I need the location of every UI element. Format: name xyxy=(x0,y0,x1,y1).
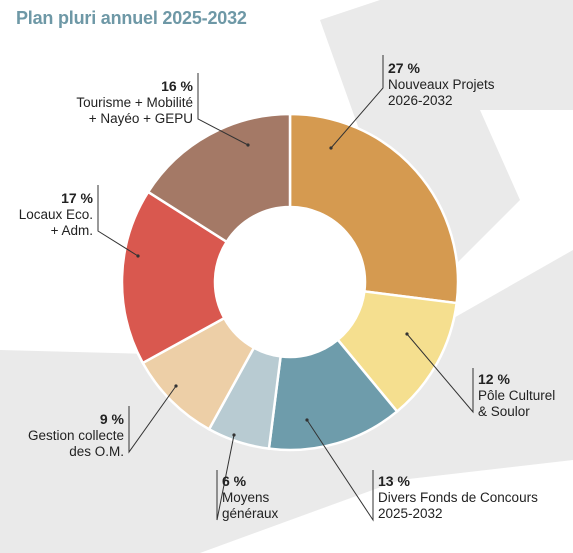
slice-label-tourisme-mobilite: 16 % Tourisme + Mobilité + Nayéo + GEPU xyxy=(76,78,193,126)
slice-label-line: Locaux Eco. xyxy=(19,207,93,222)
slice-percent: 12 % xyxy=(478,371,510,387)
slice-label-line: Pôle Culturel xyxy=(478,388,555,403)
slice-label-line: 2025-2032 xyxy=(378,506,443,521)
slice-label-line: Nouveaux Projets xyxy=(388,77,495,92)
slice-percent: 16 % xyxy=(161,78,193,94)
slice-label-line: & Soulor xyxy=(478,404,530,419)
slice-label-line: des O.M. xyxy=(69,444,124,459)
slice-label-line: Divers Fonds de Concours xyxy=(378,490,538,505)
slice-percent: 9 % xyxy=(100,411,125,427)
slice-label-moyens: 6 % Moyens généraux xyxy=(222,473,279,521)
leader-line-locaux-eco xyxy=(97,185,139,257)
slice-locaux-eco xyxy=(120,190,229,365)
slice-nouveaux-projets xyxy=(288,112,460,305)
slice-label-line: Gestion collecte xyxy=(28,428,124,443)
leader-line-moyens xyxy=(216,434,235,521)
slice-labels: 27 % Nouveaux Projets 2026-2032 12 % Pôle Cu… xyxy=(19,60,556,521)
leader-line-divers-fonds-de-concours xyxy=(306,419,374,522)
slice-label-line: + Nayéo + GEPU xyxy=(89,111,193,126)
leader-lines xyxy=(97,55,474,522)
leader-dot xyxy=(405,332,409,336)
leader-line-pole-culturel xyxy=(406,333,474,414)
leader-line-gestion-collecte xyxy=(128,385,177,454)
leader-dot xyxy=(136,254,140,258)
donut-slices xyxy=(120,112,460,452)
slice-label-line: 2026-2032 xyxy=(388,93,453,108)
slice-label-divers-fonds-de-concours: 13 % Divers Fonds de Concours 2025-2032 xyxy=(378,473,538,521)
slice-label-line: Moyens xyxy=(222,490,270,505)
page-title: Plan pluri annuel 2025-2032 xyxy=(16,8,247,28)
slice-label-nouveaux-projets: 27 % Nouveaux Projets 2026-2032 xyxy=(388,60,495,108)
leader-dot xyxy=(305,418,309,422)
slice-label-line: Tourisme + Mobilité xyxy=(76,95,193,110)
slice-label-gestion-collecte: 9 % Gestion collecte des O.M. xyxy=(28,411,125,459)
slice-percent: 6 % xyxy=(222,473,247,489)
slice-percent: 27 % xyxy=(388,60,420,76)
leader-line-tourisme-mobilite xyxy=(197,73,249,146)
slice-label-line: + Adm. xyxy=(51,223,93,238)
leader-dot xyxy=(174,384,178,388)
slice-tourisme-mobilite xyxy=(146,112,292,244)
leader-dot xyxy=(232,433,236,437)
leader-dot xyxy=(329,146,333,150)
slice-label-pole-culturel: 12 % Pôle Culturel & Soulor xyxy=(478,371,555,419)
slice-label-line: généraux xyxy=(222,506,279,521)
slice-label-locaux-eco: 17 % Locaux Eco. + Adm. xyxy=(19,190,94,238)
leader-line-nouveaux-projets xyxy=(330,55,384,149)
leader-dot xyxy=(246,143,250,147)
slice-percent: 17 % xyxy=(61,190,93,206)
slice-percent: 13 % xyxy=(378,473,410,489)
